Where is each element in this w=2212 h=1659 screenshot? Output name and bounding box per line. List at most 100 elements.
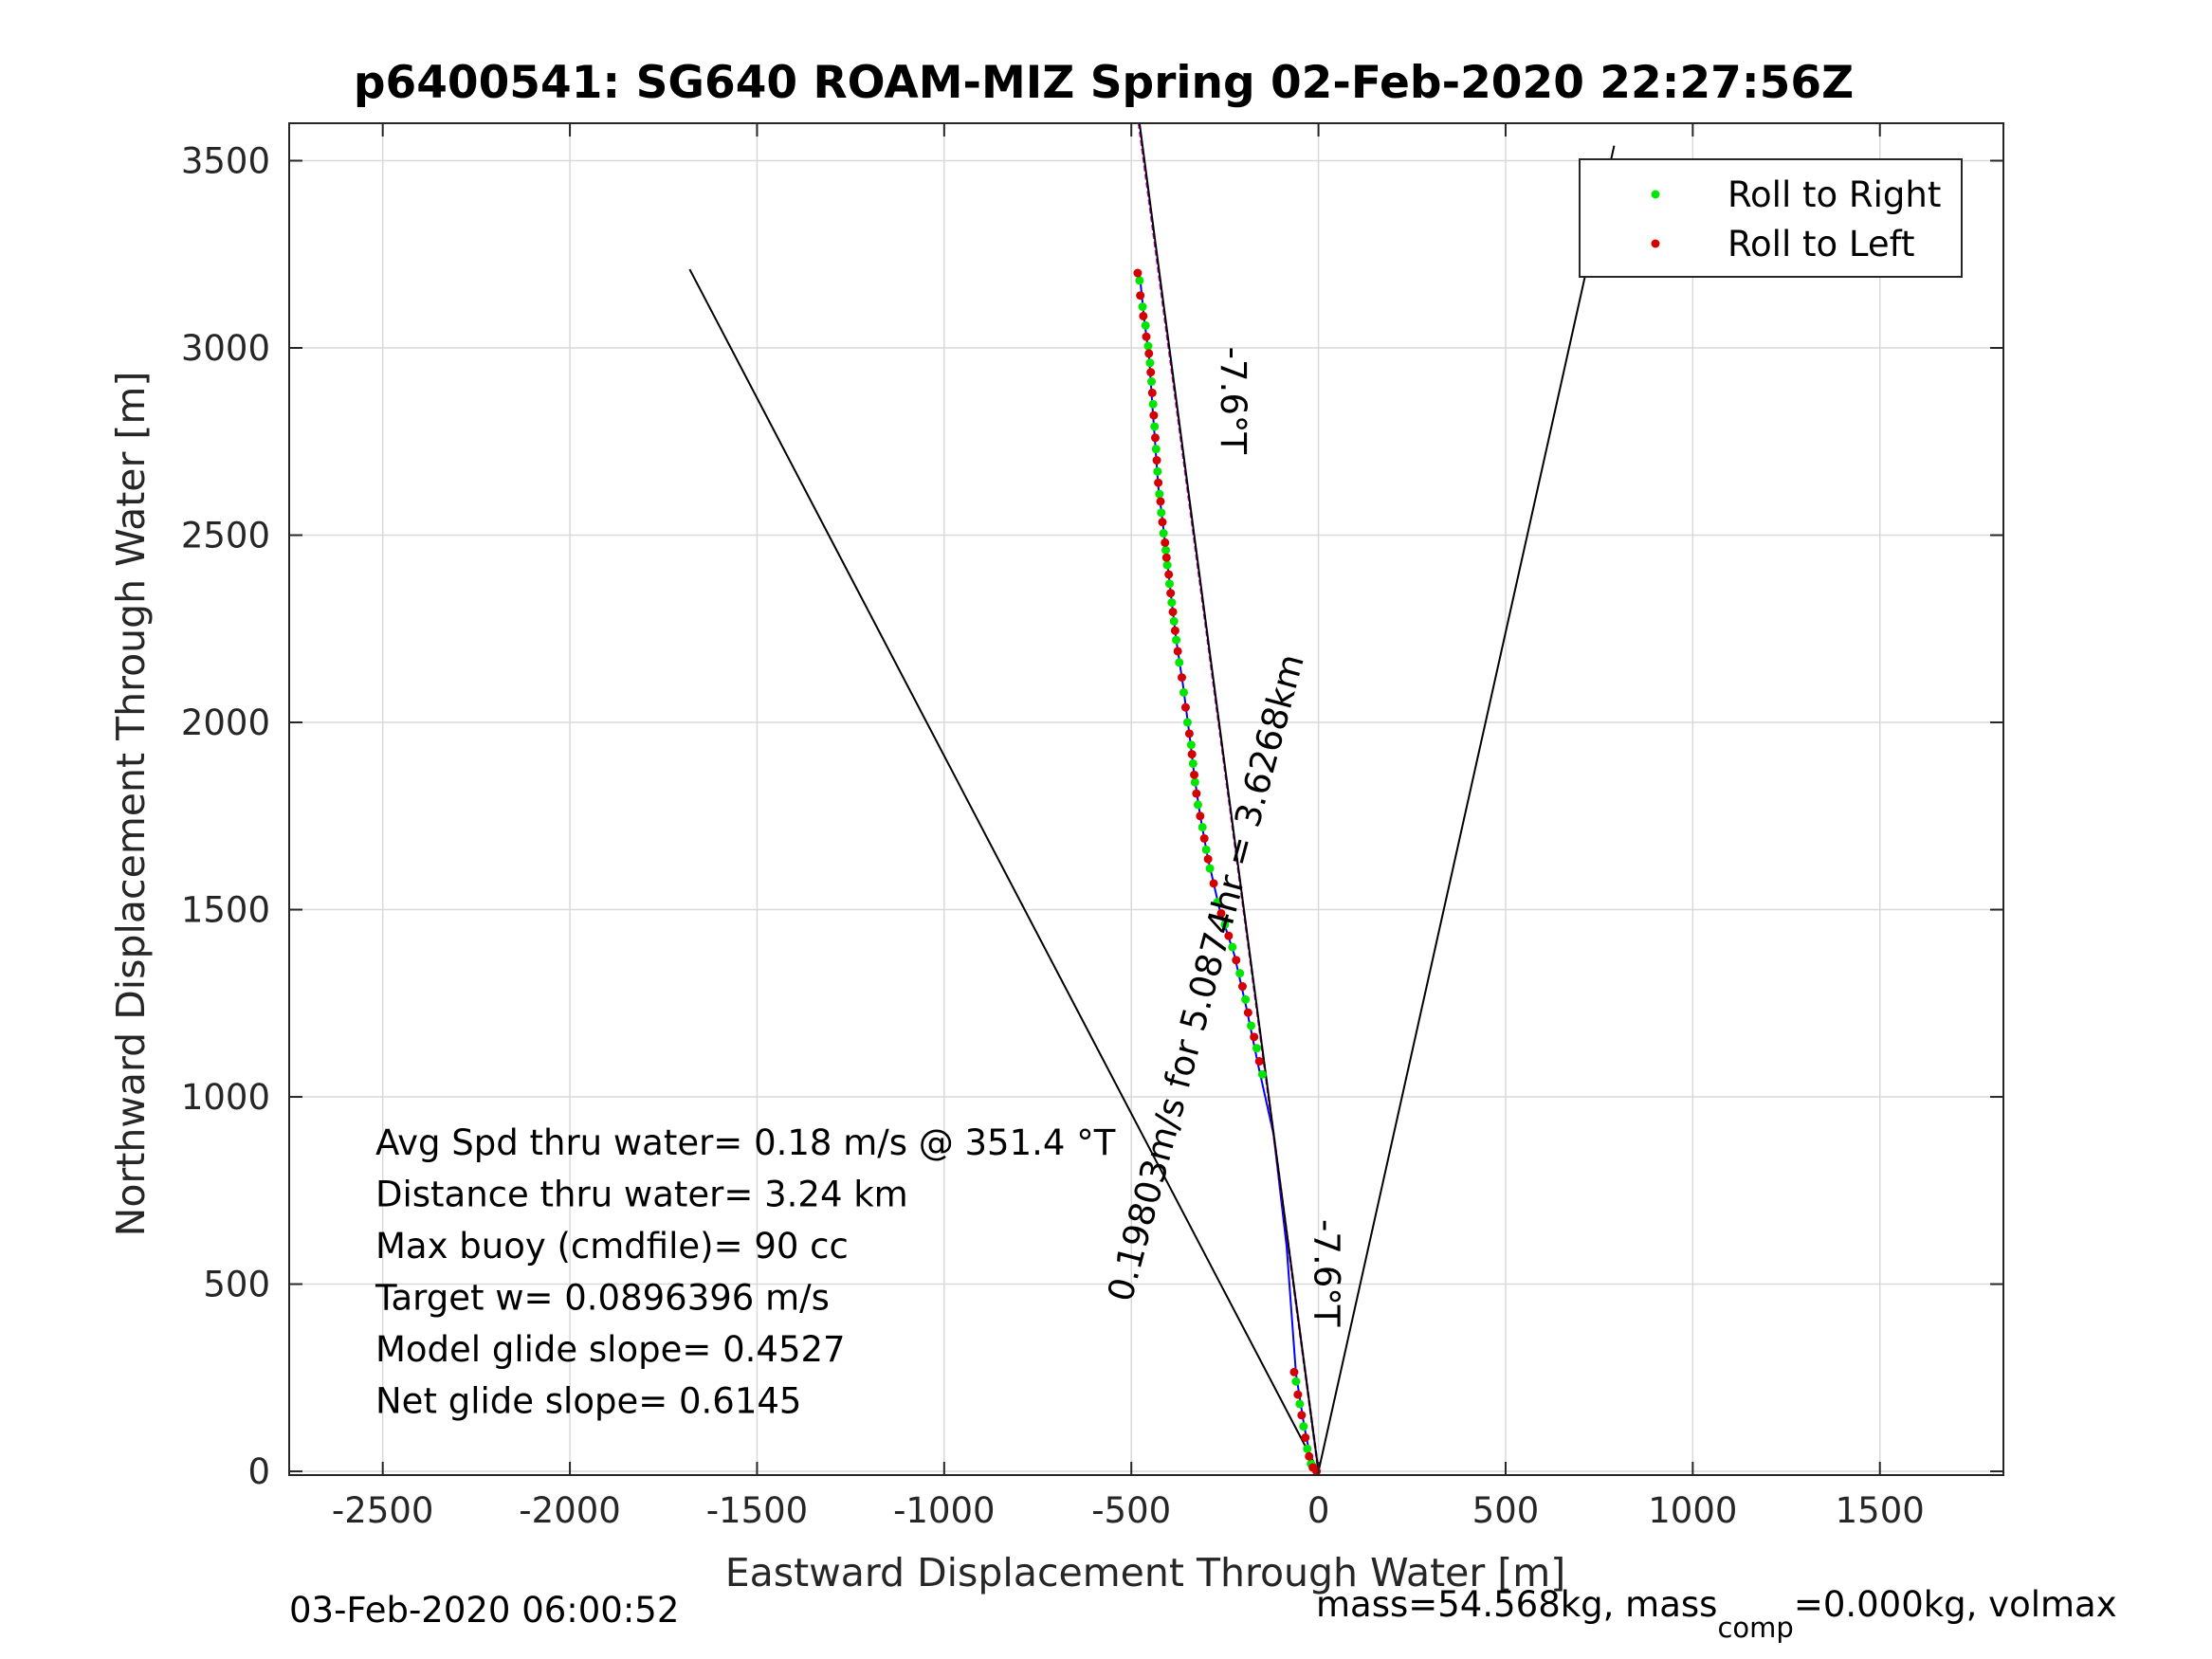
x-tick-label: -1000 <box>893 1490 996 1531</box>
roll-left-point <box>1196 811 1205 821</box>
roll-right-point <box>1247 1021 1256 1030</box>
legend-marker <box>1651 190 1660 199</box>
chart-title: p6400541: SG640 ROAM-MIZ Spring 02-Feb-2… <box>354 57 1854 109</box>
roll-right-point <box>1155 489 1164 499</box>
roll-right-point <box>1167 598 1177 608</box>
roll-left-point <box>1144 349 1154 358</box>
roll-right-point <box>1143 341 1153 351</box>
footer-mass-main: mass=54.568kg, mass <box>1316 1584 1718 1625</box>
roll-right-point <box>1175 658 1184 667</box>
roll-right-point <box>1299 1422 1308 1431</box>
x-tick-label: -1500 <box>706 1490 809 1531</box>
roll-left-point <box>1190 770 1199 779</box>
stats-line: Target w= 0.0896396 m/s <box>375 1278 830 1319</box>
roll-left-point <box>1133 268 1143 278</box>
roll-left-point <box>1237 982 1247 992</box>
x-tick-label: -500 <box>1091 1490 1171 1531</box>
roll-right-point <box>1201 845 1211 854</box>
roll-right-point <box>1205 864 1215 873</box>
roll-right-point <box>1164 579 1174 589</box>
roll-right-point <box>1148 399 1158 409</box>
y-tick-label: 2000 <box>181 702 270 743</box>
roll-left-point <box>1250 1032 1259 1042</box>
y-tick-label: 2500 <box>181 516 270 556</box>
legend-label: Roll to Right <box>1728 174 1941 215</box>
roll-left-point <box>1305 1451 1314 1461</box>
roll-left-point <box>1164 570 1174 579</box>
roll-left-point <box>1203 854 1213 864</box>
roll-left-point <box>1243 1008 1252 1017</box>
grid-lines <box>289 123 2003 1475</box>
y-axis-label: Northward Displacement Through Water [m] <box>108 372 154 1237</box>
stats-line: Net glide slope= 0.6145 <box>375 1381 801 1422</box>
stats-text: Avg Spd thru water= 0.18 m/s @ 351.4 °T D… <box>375 1122 1116 1422</box>
stats-line: Distance thru water= 3.24 km <box>375 1175 908 1215</box>
roll-right-point <box>1190 777 1199 787</box>
roll-right-point <box>1241 994 1251 1004</box>
roll-left-point <box>1224 931 1234 940</box>
axis-ticks: -2500 -2000 -1500 -1000 -500 0 500 1000 1500 0 500… <box>181 123 2003 1531</box>
legend-box <box>1579 158 1963 278</box>
roll-right-point <box>1169 616 1179 626</box>
x-tick-label: 0 <box>1307 1490 1330 1531</box>
envelope-left-line <box>688 268 1320 1472</box>
roll-left-point <box>1152 456 1161 465</box>
roll-left-point <box>1184 729 1194 738</box>
y-tick-label: 500 <box>203 1265 270 1305</box>
footer-mass-info: mass=54.568kg, masscomp=0.000kg, volmax <box>1316 1584 2117 1644</box>
legend: Roll to Right Roll to Left <box>1579 158 1963 278</box>
y-tick-label: 3500 <box>181 141 270 182</box>
roll-left-point <box>1168 607 1178 616</box>
roll-right-point <box>1138 302 1147 312</box>
roll-left-point <box>1136 291 1145 301</box>
stats-line: Model glide slope= 0.4527 <box>375 1329 846 1370</box>
roll-left-point <box>1293 1390 1303 1399</box>
roll-right-point <box>1235 969 1245 978</box>
roll-right-point <box>1135 276 1144 285</box>
stats-line: Max buoy (cmdfile)= 90 cc <box>375 1226 849 1267</box>
roll-right-point <box>1291 1376 1301 1386</box>
envelope-center-line <box>1138 122 1320 1472</box>
roll-left-point <box>1180 702 1190 712</box>
x-axis-label: Eastward Displacement Through Water [m] <box>725 1550 1565 1595</box>
footer-timestamp: 03-Feb-2020 06:00:52 <box>289 1590 680 1631</box>
scatter-points <box>1133 268 1322 1476</box>
roll-right-point <box>1172 635 1181 645</box>
roll-right-point <box>1220 920 1230 929</box>
roll-right-point <box>1150 422 1160 431</box>
roll-left-point <box>1158 518 1167 527</box>
roll-left-point <box>1150 433 1160 443</box>
roll-right-point <box>1188 758 1197 768</box>
x-tick-label: -2500 <box>332 1490 434 1531</box>
roll-left-point <box>1187 750 1197 759</box>
footer-mass-sub: comp <box>1717 1612 1794 1644</box>
roll-right-point <box>1186 740 1196 750</box>
roll-left-point <box>1199 833 1209 843</box>
plot-area-border <box>288 122 2004 1476</box>
roll-right-point <box>1295 1399 1305 1409</box>
roll-left-point <box>1289 1367 1299 1376</box>
roll-right-point <box>1182 718 1192 727</box>
footer-mass-tail: =0.000kg, volmax <box>1793 1584 2117 1625</box>
y-tick-label: 1500 <box>181 890 270 931</box>
x-tick-label: 1000 <box>1648 1490 1737 1531</box>
roll-left-point <box>1232 956 1241 965</box>
roll-right-point <box>1147 377 1157 387</box>
roll-left-point <box>1216 908 1226 918</box>
roll-right-point <box>1228 942 1237 952</box>
roll-left-point <box>1301 1432 1310 1442</box>
roll-right-point <box>1161 545 1171 555</box>
roll-left-point <box>1297 1411 1307 1420</box>
roll-right-point <box>1157 508 1166 518</box>
roll-left-point <box>1147 388 1157 397</box>
roll-left-point <box>1173 647 1182 656</box>
roll-right-point <box>1197 823 1207 832</box>
roll-right-point <box>1159 529 1168 538</box>
stats-line: Avg Spd thru water= 0.18 m/s @ 351.4 °T <box>375 1122 1116 1163</box>
roll-right-point <box>1257 1069 1267 1079</box>
legend-marker <box>1651 239 1660 248</box>
roll-right-point <box>1151 445 1161 454</box>
roll-right-point <box>1193 800 1202 810</box>
roll-right-point <box>1141 320 1150 330</box>
